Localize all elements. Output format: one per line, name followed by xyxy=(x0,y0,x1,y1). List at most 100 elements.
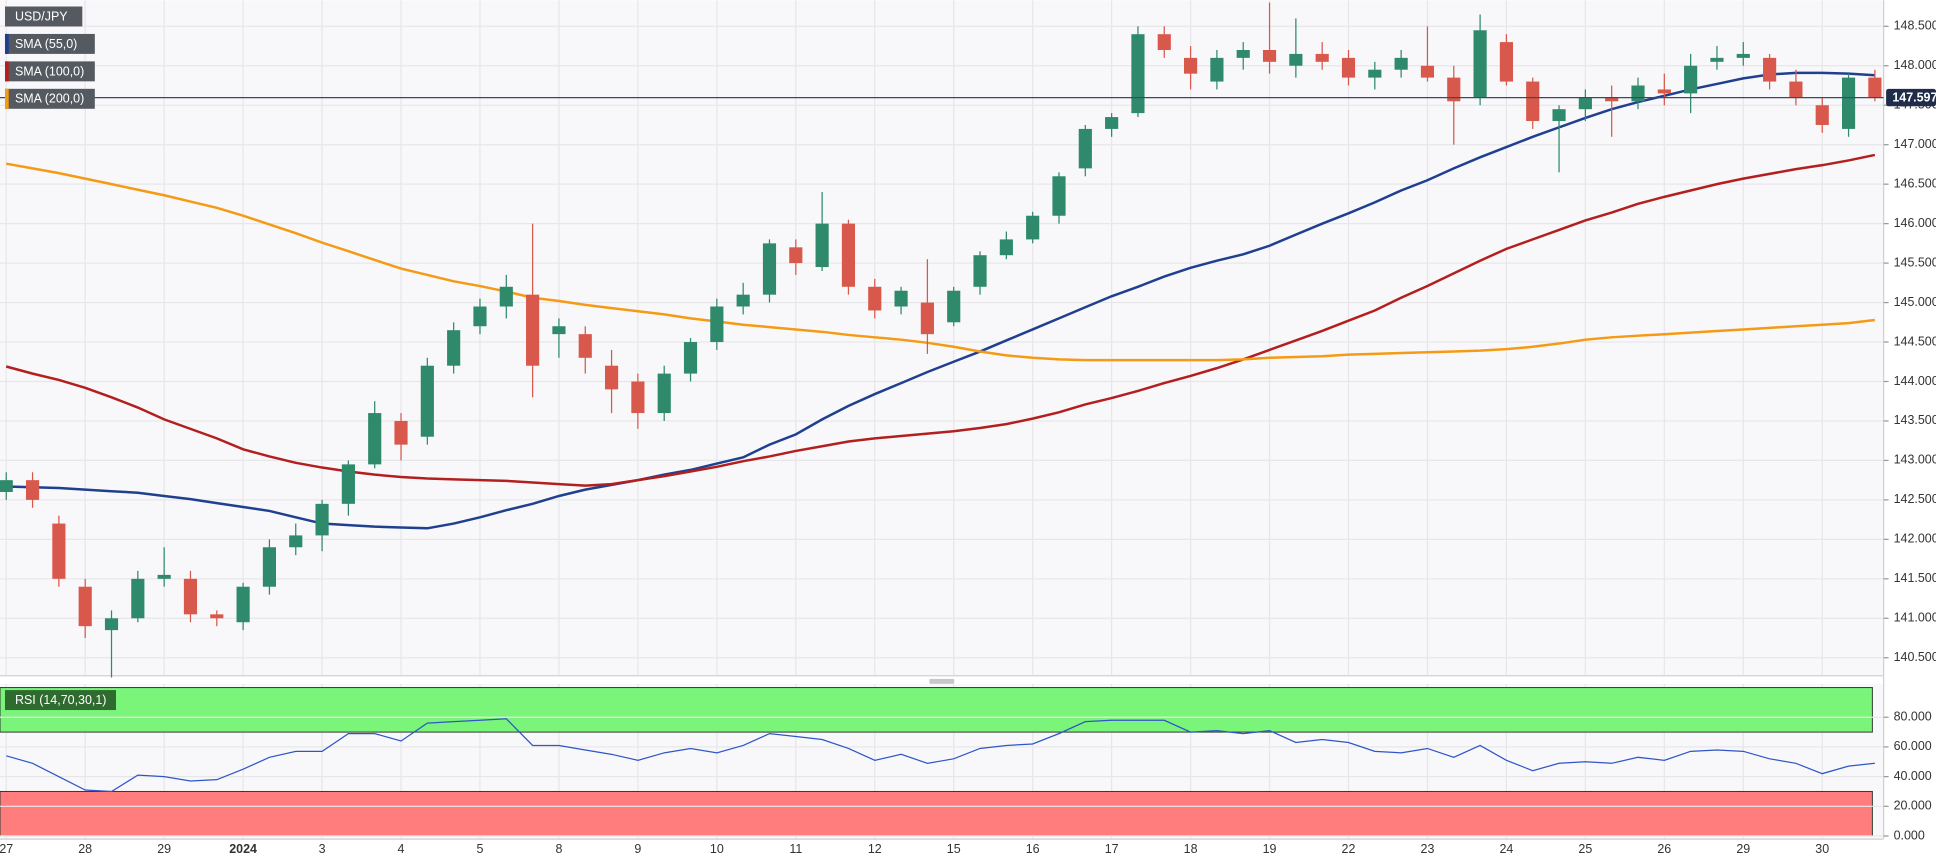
legend-label: SMA (200,0) xyxy=(15,92,84,106)
legend-label: SMA (55,0) xyxy=(15,37,77,51)
x-tick-label: 9 xyxy=(634,842,641,855)
sma-line xyxy=(6,162,1876,362)
candle-body xyxy=(1157,34,1171,50)
x-tick-label: 28 xyxy=(78,842,92,855)
candle-body xyxy=(183,578,198,615)
x-tick-label: 18 xyxy=(1184,842,1198,855)
legend-box xyxy=(4,61,95,82)
x-tick-label: 23 xyxy=(1421,842,1435,855)
y-tick-label: 0.000 xyxy=(1894,828,1925,842)
candle-body xyxy=(1526,81,1540,122)
y-tick-label: 80.000 xyxy=(1894,710,1932,724)
legend-entry: SMA (55,0) xyxy=(4,33,95,54)
y-tick-label: 148.500 xyxy=(1894,19,1936,33)
y-tick-label: 60.000 xyxy=(1894,739,1932,753)
candle-body xyxy=(1078,128,1092,169)
x-tick-label: 27 xyxy=(0,842,13,855)
candle-body xyxy=(262,547,277,587)
x-tick-label: 29 xyxy=(157,842,171,855)
candle-body xyxy=(1473,30,1487,98)
candle-body xyxy=(1815,105,1829,125)
candle-body xyxy=(1341,57,1356,78)
y-tick-label: 141.000 xyxy=(1894,611,1936,625)
last-price-label: 147.597 xyxy=(1892,90,1936,104)
price-plot-background xyxy=(0,0,1884,675)
y-tick-label: 144.000 xyxy=(1894,374,1936,388)
candle-body xyxy=(131,578,145,619)
y-tick-label: 146.500 xyxy=(1894,176,1936,190)
candle-body xyxy=(236,586,250,623)
candle-body xyxy=(25,480,40,500)
legend-box xyxy=(4,6,83,27)
candle-body xyxy=(657,373,671,414)
legend-swatch xyxy=(4,61,9,82)
candle-body xyxy=(1105,117,1119,129)
y-tick-label: 40.000 xyxy=(1894,769,1932,783)
candle-body xyxy=(473,306,487,327)
legend-box xyxy=(4,88,95,109)
candle-body xyxy=(631,381,645,414)
x-tick-label: 12 xyxy=(868,842,882,855)
candle-body xyxy=(604,365,619,390)
candle-body xyxy=(1447,77,1461,102)
candle-body xyxy=(973,255,987,287)
candle-body xyxy=(1841,77,1856,129)
x-tick-label: 4 xyxy=(398,842,405,855)
candle-body xyxy=(289,535,303,548)
candle-body xyxy=(1736,53,1750,58)
candle-body xyxy=(710,306,724,343)
legend-swatch xyxy=(4,33,9,54)
y-tick-label: 146.000 xyxy=(1894,216,1936,230)
x-tick-label: 5 xyxy=(477,842,484,855)
x-tick-label: 3 xyxy=(319,842,326,855)
candle-body xyxy=(0,480,13,492)
last-price-box xyxy=(1886,88,1936,107)
candle-body xyxy=(683,342,698,374)
candle-body xyxy=(578,334,592,358)
x-tick-label: 10 xyxy=(710,842,724,855)
candle-body xyxy=(394,420,408,445)
candle-body xyxy=(499,286,513,307)
candle-body xyxy=(1026,215,1040,240)
candle-body xyxy=(1657,89,1671,94)
candle-body xyxy=(315,503,329,536)
candle-body xyxy=(789,247,803,264)
candle-body xyxy=(1184,57,1198,74)
candle-body xyxy=(999,239,1013,256)
candle-body xyxy=(552,326,566,335)
x-tick-label: 22 xyxy=(1342,842,1356,855)
rsi-band xyxy=(0,687,1873,733)
y-tick-label: 144.500 xyxy=(1894,334,1936,348)
candle-body xyxy=(1710,57,1724,62)
legend-box xyxy=(4,690,117,711)
candle-body xyxy=(1499,42,1513,82)
y-tick-label: 142.500 xyxy=(1894,492,1936,506)
x-tick-label: 25 xyxy=(1578,842,1592,855)
candle-body xyxy=(104,618,119,631)
candle-body xyxy=(894,290,908,307)
candle-body xyxy=(420,365,434,437)
y-tick-label: 20.000 xyxy=(1894,799,1932,813)
y-tick-label: 145.000 xyxy=(1894,295,1936,309)
candle-body xyxy=(526,294,540,366)
candle-body xyxy=(1420,65,1435,78)
candle-body xyxy=(1868,77,1882,98)
x-tick-label: 2024 xyxy=(229,842,257,855)
candle-body xyxy=(1605,97,1619,102)
candle-body xyxy=(841,223,856,287)
candle-body xyxy=(1552,109,1566,122)
x-tick-label: 16 xyxy=(1026,842,1040,855)
candle-body xyxy=(762,243,777,295)
legend-entry: USD/JPY xyxy=(4,6,83,27)
candle-body xyxy=(1315,53,1329,62)
x-tick-label: 19 xyxy=(1263,842,1277,855)
candle-body xyxy=(868,286,882,311)
panel-resize-handle[interactable] xyxy=(929,678,955,684)
candle-body xyxy=(1210,57,1224,82)
candle-body xyxy=(1578,97,1592,110)
x-tick-label: 26 xyxy=(1657,842,1671,855)
legend-label: RSI (14,70,30,1) xyxy=(15,693,107,707)
rsi-line xyxy=(6,718,1875,793)
